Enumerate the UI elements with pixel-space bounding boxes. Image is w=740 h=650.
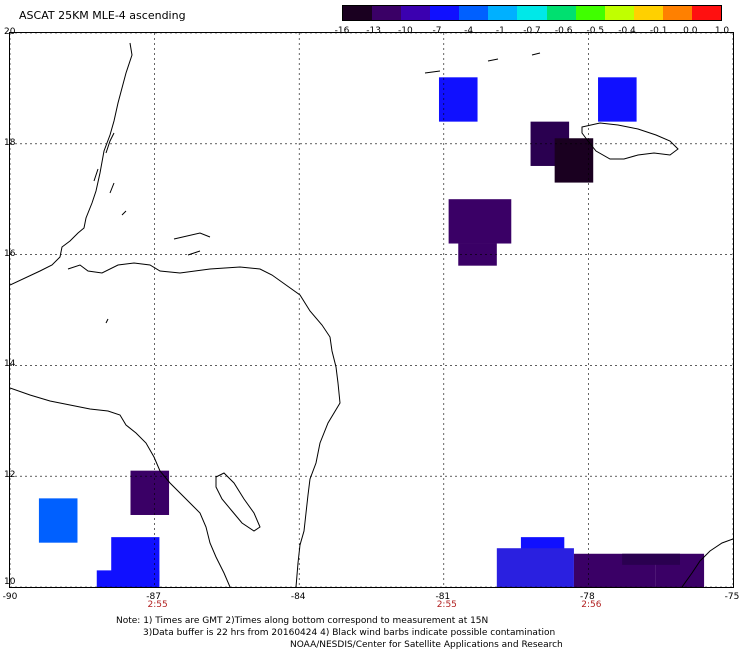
map-title: ASCAT 25KM MLE-4 ascending [19,9,186,22]
wind-data-patch [438,77,478,122]
wind-data-patch [496,548,574,587]
longitude-tick-label: -84 [290,592,306,602]
color-scale-segment [517,6,547,20]
color-scale-bar [342,5,722,21]
color-scale-segment [604,6,634,20]
wind-data-patch [554,138,594,183]
longitude-tick-label: -90 [2,592,18,602]
color-scale-label: -7 [432,26,442,36]
longitude-tick-label: -81 [435,592,451,602]
coastline [10,42,733,587]
color-scale-label: -0.6 [554,26,573,36]
color-scale-segment [459,6,489,20]
longitude-tick-label: -87 [146,592,161,602]
color-scale-label: -0.4 [618,26,636,36]
latitude-tick-label: 18 [4,137,16,148]
color-scale-segment [633,6,663,20]
map-area[interactable] [9,32,734,588]
color-scale-segment [372,6,402,20]
note-line-3: NOAA/NESDIS/Center for Satellite Applica… [290,640,563,650]
latitude-tick-label: 20 [4,27,16,37]
color-scale-label: -0.7 [523,26,541,36]
time-label: 2:56 [581,600,602,610]
color-scale-label: -13 [366,26,382,36]
note-line-1: Note: 1) Times are GMT 2)Times along bot… [116,616,489,626]
color-scale-label: -4 [464,26,474,36]
longitude-tick-label: -78 [580,592,595,602]
color-scale-segment [662,6,692,20]
wind-data-patch [598,77,637,122]
latitude-tick-label: 16 [4,248,16,259]
color-scale-segment [343,6,373,20]
wind-data-patch [448,199,512,244]
color-scale-labels: -16 -13 -10 -7 -4 -1 -0.7 -0.6 -0.5 -0.4 -0.1 0.0 1.… [330,26,740,40]
color-scale-label: -16 [334,26,350,36]
latitude-tick-label: 10 [4,577,16,587]
color-scale-segment [691,6,722,20]
color-scale-label: -10 [397,26,413,36]
note-line-2: 3)Data buffer is 22 hrs from 20160424 4)… [143,628,556,638]
color-scale-segment [546,6,576,20]
color-scale-label: -0.1 [649,26,668,36]
color-scale-segment [575,6,605,20]
time-label: 2:55 [147,600,168,610]
latitude-tick-label: 12 [4,470,16,481]
color-scale-label: 0.0 [683,26,698,36]
wind-data-patch [458,243,497,266]
wind-data-patch [38,498,78,543]
wind-data-patch [622,553,680,565]
data-patches [38,77,705,587]
latitude-tick-label: 14 [4,359,16,370]
longitude-tick-label: -75 [724,592,740,602]
color-scale-label: -1 [495,26,505,36]
color-scale-label: -0.5 [586,26,605,36]
map-canvas [10,33,733,587]
time-label: 2:55 [436,600,457,610]
color-scale-segment [430,6,460,20]
wind-data-patch [96,570,160,587]
wind-data-patch [130,470,170,515]
color-scale-label: 1.0 [714,26,730,36]
grid-lines [10,33,733,587]
color-scale-segment [401,6,431,20]
color-scale-segment [488,6,518,20]
